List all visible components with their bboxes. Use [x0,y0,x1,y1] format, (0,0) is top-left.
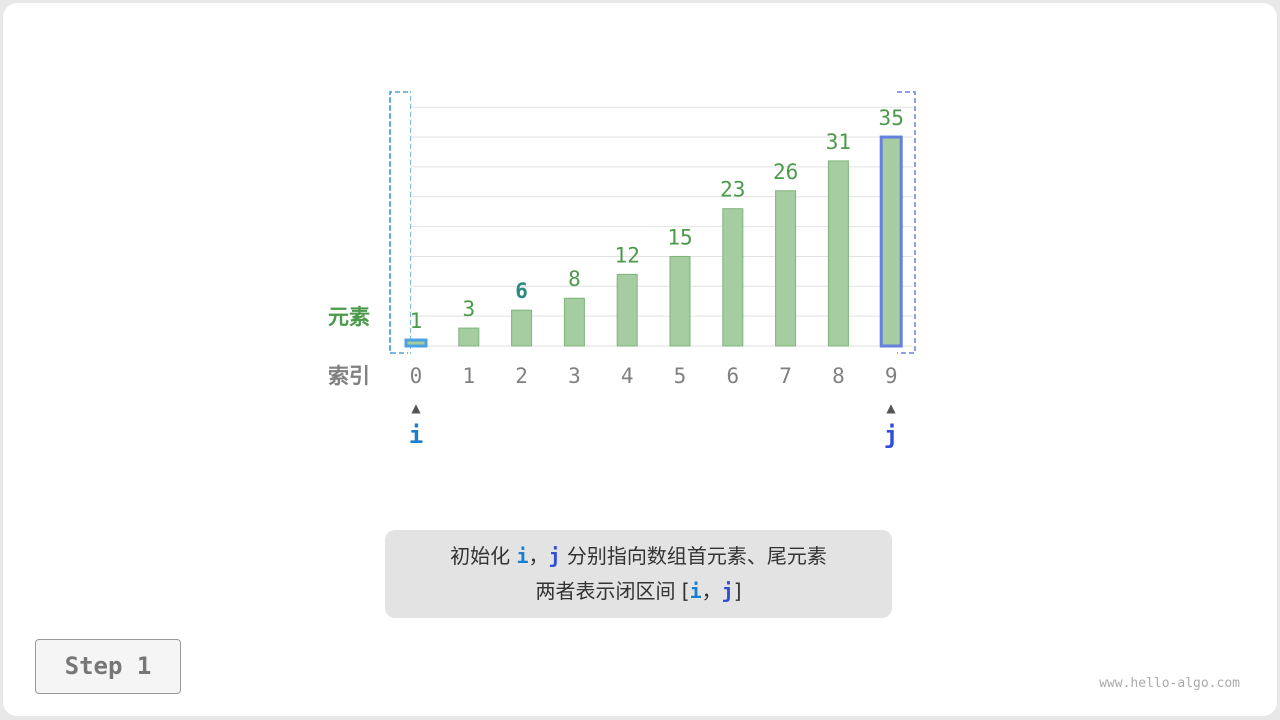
watermark: www.hello-algo.com [1099,676,1240,691]
index-value: 1 [462,364,475,388]
array-bar [404,338,428,348]
array-bar [458,327,480,347]
pointer-i: i [409,421,423,449]
step-caption: 初始化 i，j 分别指向数组首元素、尾元素 两者表示闭区间 [i，j] [385,530,892,618]
array-bar [669,255,691,347]
index-value: 9 [885,364,898,388]
element-value: 23 [720,178,745,202]
index-value: 2 [515,364,528,388]
index-value: 6 [726,364,739,388]
step-button[interactable]: Step 1 [35,639,181,694]
interval-bracket [389,91,408,354]
caption-j: j [721,579,734,603]
element-value: 1 [410,309,423,333]
pointer-j: j [884,421,898,449]
index-value: 5 [674,364,687,388]
element-value: 8 [568,267,581,291]
element-value: 35 [879,106,904,130]
element-value: 3 [462,297,475,321]
array-bar [879,135,903,348]
index-value: 3 [568,364,581,388]
index-value: 0 [410,364,423,388]
index-value: 4 [621,364,634,388]
index-value: 8 [832,364,845,388]
array-bar [722,208,744,347]
index-label: 索引 [328,364,370,388]
caption-comma: ， [528,544,549,568]
caption-text: 分别指向数组首元素、尾元素 [560,544,827,568]
caption-i: i [689,579,702,603]
i-arrow-icon: ▲ [411,401,421,415]
element-value: 12 [615,243,640,267]
j-arrow-icon: ▲ [886,401,896,415]
caption-text: 初始化 [450,544,517,568]
elements-label: 元素 [328,305,370,329]
array-bar [616,273,638,347]
caption-i: i [516,544,529,568]
interval-bracket-right [897,91,916,354]
element-value: 15 [667,225,692,249]
element-value: 6 [515,279,528,303]
caption-text: ] [733,579,742,603]
array-bar [563,297,585,347]
index-value: 7 [779,364,792,388]
array-bar [511,309,533,347]
caption-j: j [548,544,561,568]
caption-comma: ， [701,579,722,603]
array-bar [775,190,797,347]
element-value: 31 [826,130,851,154]
caption-text: 两者表示闭区间 [ [535,579,690,603]
element-value: 26 [773,160,798,184]
array-bar [827,160,849,347]
